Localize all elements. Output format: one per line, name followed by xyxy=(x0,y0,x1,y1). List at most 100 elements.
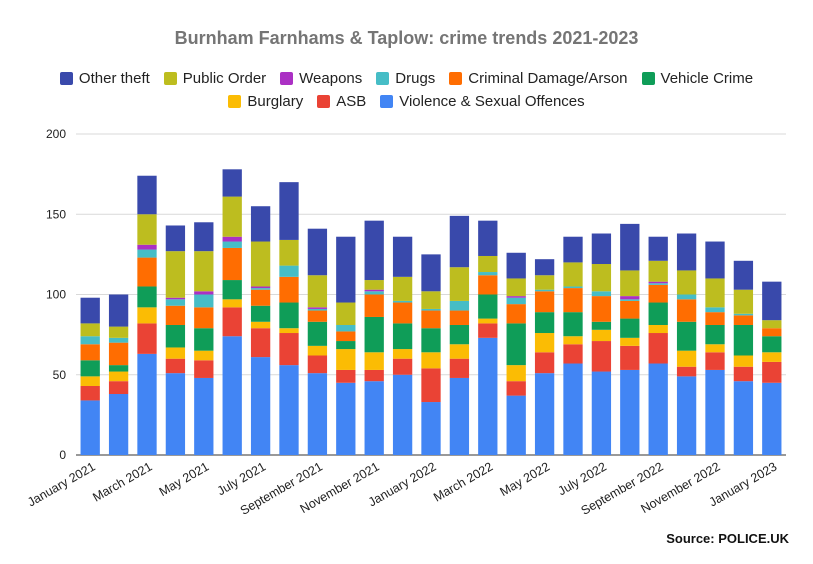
bar-segment xyxy=(676,321,697,351)
bar-segment xyxy=(364,352,384,370)
x-tick-label: January 2021 xyxy=(25,459,98,509)
bar-segment xyxy=(478,220,498,256)
legend-label: Public Order xyxy=(182,70,267,87)
bar-segment xyxy=(108,394,129,455)
bar-segment xyxy=(80,344,100,361)
bar-segment xyxy=(307,373,328,455)
bar-segment xyxy=(733,381,754,455)
bar-segment xyxy=(194,307,214,329)
bar-segment xyxy=(676,299,697,322)
legend-label: Other theft xyxy=(78,70,150,87)
bar-segment xyxy=(307,355,328,374)
bar-segment xyxy=(676,376,697,455)
legend-row-1: Other theft Public Order Weapons Drugs Crimi… xyxy=(0,70,813,87)
bar-segment xyxy=(364,316,384,353)
bar-segment xyxy=(648,302,668,325)
bar-segment xyxy=(648,281,668,284)
bar-segment xyxy=(137,286,157,308)
legend-item: Other theft xyxy=(59,70,150,87)
bar-segment xyxy=(449,310,470,325)
bar-segment xyxy=(364,291,384,295)
bar-segment xyxy=(449,344,470,359)
bar-segment xyxy=(421,328,441,353)
legend-item: Burglary xyxy=(228,93,303,110)
bar-segment xyxy=(563,288,583,313)
y-tick-label: 50 xyxy=(53,368,67,382)
bar-segment xyxy=(563,286,583,289)
bar-segment xyxy=(676,350,697,367)
x-tick-label: March 2021 xyxy=(90,459,154,504)
bar-segment xyxy=(449,267,470,301)
bar-segment xyxy=(591,291,612,297)
bar-segment xyxy=(392,236,413,277)
bar-segment xyxy=(733,355,754,367)
bar-segment xyxy=(194,222,214,252)
bar-segment xyxy=(108,326,129,338)
bar-segment xyxy=(307,275,328,308)
bar-segment xyxy=(194,328,214,351)
bar-segment xyxy=(506,252,526,279)
bar-segment xyxy=(534,352,555,374)
legend-label: Burglary xyxy=(247,93,304,110)
legend-label: ASB xyxy=(336,93,367,110)
bar-segment xyxy=(392,276,413,301)
bar-segment xyxy=(563,363,583,455)
bar-segment xyxy=(506,395,526,455)
bar-segment xyxy=(137,257,157,287)
legend-swatch xyxy=(317,95,331,108)
bar-segment xyxy=(676,233,697,271)
bar-segment xyxy=(250,241,271,287)
legend-item: Weapons xyxy=(280,70,362,87)
bar-segment xyxy=(364,381,384,455)
bar-segment xyxy=(137,244,157,250)
x-tick-label: March 2022 xyxy=(431,459,495,504)
bar-segment xyxy=(336,349,356,370)
bar-segment xyxy=(620,296,640,300)
bar-segment xyxy=(591,321,612,330)
bar-segment xyxy=(336,236,356,303)
bar-segment xyxy=(421,308,441,311)
bar-segment xyxy=(478,294,498,319)
bar-segment xyxy=(80,323,100,337)
bar-segment xyxy=(620,270,640,297)
bar-segment xyxy=(108,381,129,395)
bar-segment xyxy=(506,323,526,366)
bar-segment xyxy=(165,358,186,374)
legend-item: ASB xyxy=(317,93,366,110)
bar-segment xyxy=(336,382,356,455)
bar-segment xyxy=(648,260,668,282)
bar-segment xyxy=(591,371,612,455)
bar-segment xyxy=(279,265,299,277)
bar-segment xyxy=(478,337,498,455)
bar-segment xyxy=(194,291,214,295)
bar-segment xyxy=(648,363,668,455)
bar-segment xyxy=(307,228,328,276)
bar-segment xyxy=(705,324,725,345)
bar-segment xyxy=(449,358,470,378)
bar-segment xyxy=(165,347,186,359)
bar-segment xyxy=(222,307,242,337)
bar-segment xyxy=(591,341,612,372)
x-tick-label: May 2022 xyxy=(498,459,553,499)
bar-segment xyxy=(80,336,100,345)
bar-segment xyxy=(392,300,413,303)
legend-swatch xyxy=(380,95,394,108)
legend-label: Violence & Sexual Offences xyxy=(399,93,585,110)
bar-segment xyxy=(648,333,668,364)
bar-segment xyxy=(307,308,328,311)
bar-segment xyxy=(194,350,214,361)
bar-segment xyxy=(534,373,555,455)
bar-segment xyxy=(506,304,526,324)
legend-label: Weapons xyxy=(299,70,363,87)
bar-segment xyxy=(676,294,697,300)
bar-segment xyxy=(449,324,470,345)
bar-segment xyxy=(364,289,384,292)
bar-segment xyxy=(506,381,526,396)
bar-segment xyxy=(591,296,612,322)
bar-segment xyxy=(364,220,384,281)
bar-segment xyxy=(421,291,441,309)
bar-segment xyxy=(733,315,754,325)
bar-segment xyxy=(279,276,299,303)
bar-segment xyxy=(478,255,498,273)
